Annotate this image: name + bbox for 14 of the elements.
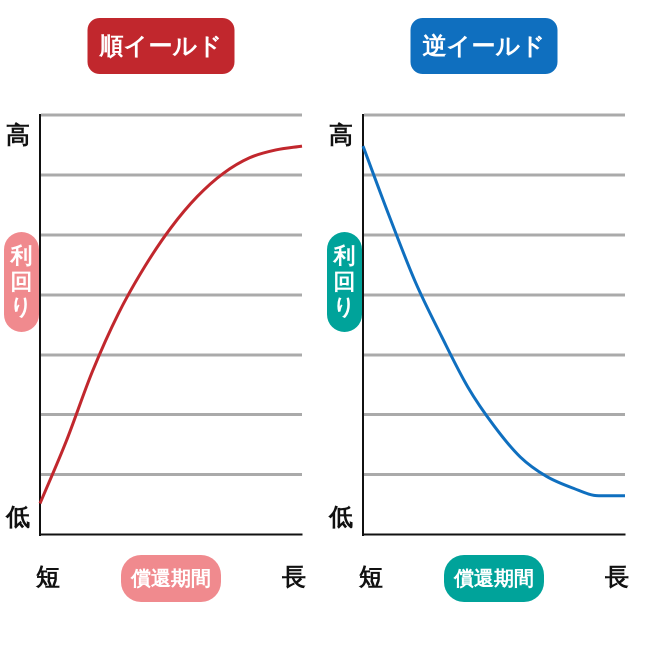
x-axis-title: 償還期間	[121, 554, 221, 602]
text: 長	[282, 562, 306, 593]
x-axis-title: 償還期間	[444, 554, 544, 602]
chart-title: 逆イールド	[410, 18, 558, 74]
text: 高	[6, 120, 30, 151]
y-axis-title: 利回り	[327, 232, 362, 332]
chart-title: 順イールド	[88, 18, 234, 74]
text: 低	[6, 502, 30, 533]
y-axis-title: 利回り	[4, 232, 40, 332]
text: 高	[329, 120, 353, 151]
text: 長	[605, 562, 629, 593]
text: 短	[359, 562, 383, 593]
text: 低	[329, 502, 353, 533]
text: 短	[36, 562, 60, 593]
